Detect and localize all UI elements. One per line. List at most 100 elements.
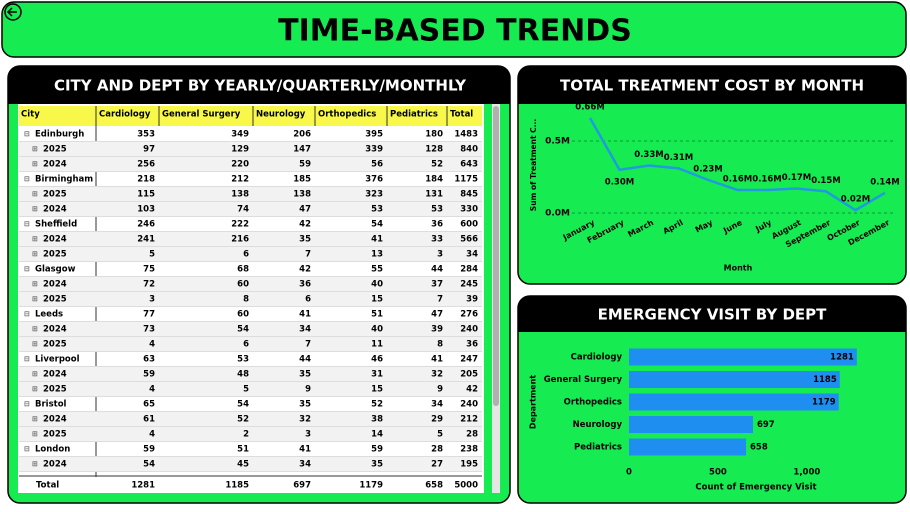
total-value: 697 <box>293 481 311 491</box>
cell-value: 40 <box>371 325 383 335</box>
cell-value: 9 <box>437 385 443 395</box>
data-label: 0.17M <box>782 173 811 183</box>
cell-value: 8 <box>243 295 249 305</box>
cell-value: 34 <box>299 460 311 470</box>
cell-value: 185 <box>293 175 311 185</box>
bar <box>629 371 840 388</box>
cell-value: 53 <box>371 205 383 215</box>
data-label: 658 <box>750 443 768 453</box>
year-label: 2024 <box>43 460 67 470</box>
cell-value: 59 <box>143 370 155 380</box>
year-row-bg <box>19 232 482 247</box>
header-box <box>1 1 907 58</box>
cell-value: 212 <box>231 175 249 185</box>
cell-value: 216 <box>231 235 249 245</box>
cell-value: 54 <box>237 400 249 410</box>
scroll-thumb[interactable] <box>493 106 499 406</box>
expand-icon: ⊞ <box>32 295 38 303</box>
city-label: London <box>35 445 70 455</box>
y-tick-label: 0.0M <box>545 209 570 219</box>
collapse-icon: ⊟ <box>24 175 30 183</box>
collapse-icon: ⊟ <box>24 265 30 273</box>
cell-value: 184 <box>425 175 443 185</box>
year-row-bg <box>19 457 482 472</box>
cell-value: 349 <box>231 130 249 140</box>
data-label: 1185 <box>813 375 837 385</box>
city-label: Edinburgh <box>35 130 84 140</box>
y-tick-label: Neurology <box>573 420 623 430</box>
year-label: 2025 <box>43 145 67 155</box>
cell-value: 41 <box>299 310 311 320</box>
cell-value: 7 <box>305 340 311 350</box>
x-tick-label: 0 <box>626 468 632 478</box>
expand-icon: ⊞ <box>32 370 38 378</box>
total-value: 1185 <box>225 481 249 491</box>
cell-value: 40 <box>371 280 383 290</box>
cell-value: 205 <box>460 370 478 380</box>
cell-value: 131 <box>425 190 443 200</box>
y-tick-label: General Surgery <box>544 375 623 385</box>
data-label: 697 <box>757 420 775 430</box>
cell-value: 75 <box>143 265 155 275</box>
expand-icon: ⊞ <box>32 235 38 243</box>
cell-value: 44 <box>431 265 443 275</box>
data-label: 0.16M <box>723 174 752 184</box>
expand-icon: ⊞ <box>32 205 38 213</box>
cell-value: 52 <box>431 160 443 170</box>
cell-value: 36 <box>466 340 478 350</box>
bar-panel-header <box>518 296 906 332</box>
cell-value: 4 <box>149 340 155 350</box>
year-label: 2024 <box>43 205 67 215</box>
cell-value: 4 <box>149 430 155 440</box>
cell-value: 42 <box>299 220 311 230</box>
cell-value: 42 <box>299 265 311 275</box>
year-row-bg <box>19 247 482 262</box>
cell-value: 339 <box>365 145 383 155</box>
back-button[interactable] <box>4 3 22 21</box>
expand-icon: ⊞ <box>32 190 38 198</box>
bar-title: EMERGENCY VISIT BY DEPT <box>598 306 828 324</box>
year-label: 2025 <box>43 385 67 395</box>
cell-value: 42 <box>466 385 478 395</box>
data-label: 0.15M <box>811 176 840 186</box>
cell-value: 39 <box>431 325 443 335</box>
cell-value: 73 <box>143 325 155 335</box>
expand-icon: ⊞ <box>32 460 38 468</box>
cell-value: 220 <box>231 160 249 170</box>
cell-value: 353 <box>137 130 155 140</box>
cell-value: 34 <box>299 325 311 335</box>
cell-value: 60 <box>237 310 249 320</box>
expand-icon: ⊞ <box>32 250 38 258</box>
cell-value: 34 <box>466 250 478 260</box>
cell-value: 37 <box>431 280 443 290</box>
data-label: 0.23M <box>693 164 722 174</box>
column-header: Total <box>450 110 473 120</box>
table-panel-header <box>8 66 510 104</box>
expand-icon: ⊞ <box>32 385 38 393</box>
cell-value: 212 <box>460 415 478 425</box>
table-header-row <box>19 106 482 126</box>
cell-value: 195 <box>460 460 478 470</box>
cell-value: 3 <box>305 430 311 440</box>
year-label: 2024 <box>43 235 67 245</box>
year-label: 2024 <box>43 325 67 335</box>
collapse-icon: ⊟ <box>24 220 30 228</box>
year-row-bg <box>19 367 482 382</box>
cell-value: 68 <box>237 265 249 275</box>
expand-icon: ⊞ <box>32 325 38 333</box>
collapse-icon: ⊟ <box>24 310 30 318</box>
cell-value: 56 <box>371 160 383 170</box>
cell-value: 218 <box>137 175 155 185</box>
cell-value: 77 <box>143 310 155 320</box>
expand-icon: ⊞ <box>32 160 38 168</box>
cell-value: 33 <box>431 235 443 245</box>
column-header: Neurology <box>256 110 306 120</box>
cell-value: 9 <box>305 385 311 395</box>
year-label: 2024 <box>43 280 67 290</box>
column-header: City <box>21 110 40 120</box>
cell-value: 238 <box>460 445 478 455</box>
cell-value: 36 <box>431 220 443 230</box>
collapse-icon: ⊟ <box>24 130 30 138</box>
cell-value: 7 <box>305 250 311 260</box>
year-row-bg <box>19 202 482 217</box>
